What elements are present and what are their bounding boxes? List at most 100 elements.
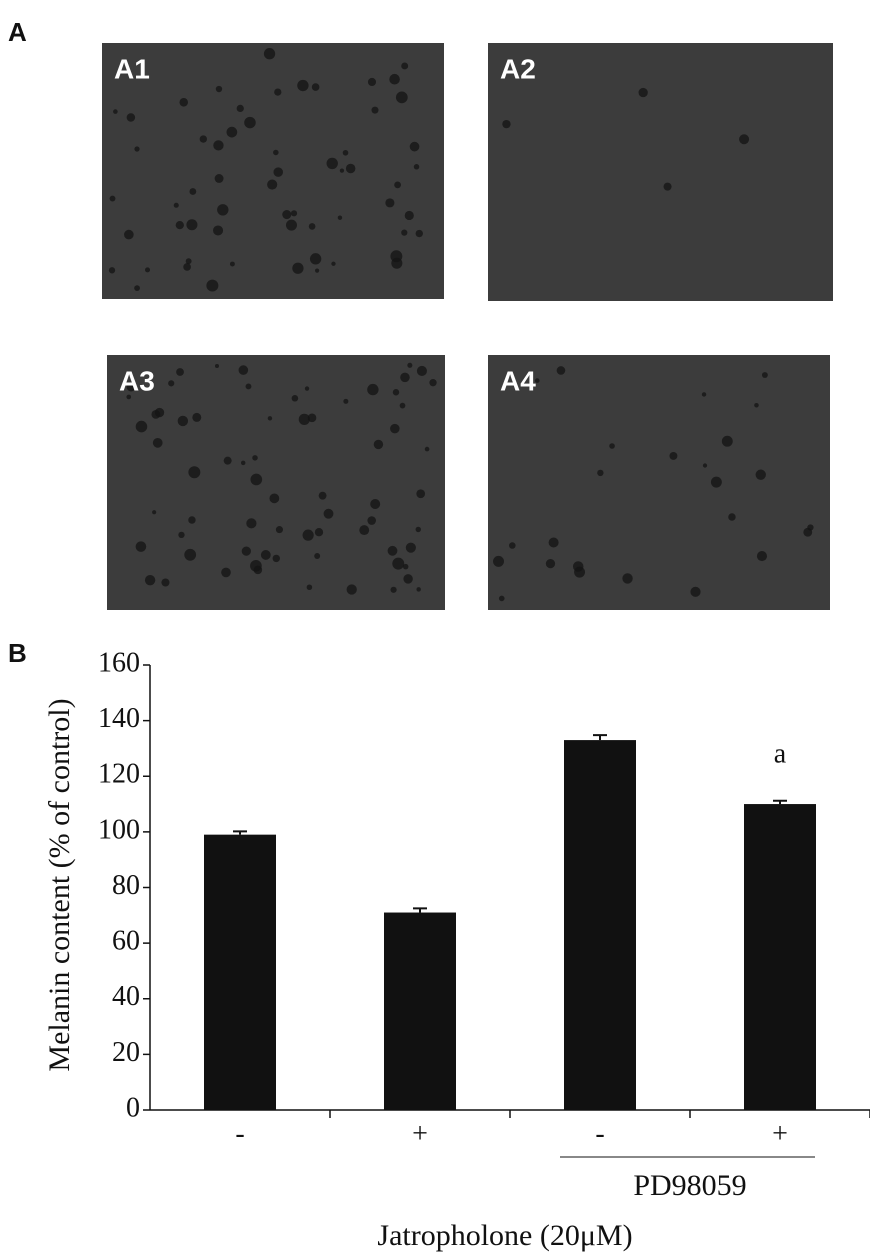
cell-spot	[229, 261, 235, 267]
y-axis-label: Melanin content (% of control)	[43, 698, 76, 1071]
image-label: A2	[500, 53, 536, 84]
cell-spot	[756, 551, 768, 562]
cell-spot	[339, 168, 345, 173]
x-tick-label: -	[235, 1118, 244, 1149]
cell-spot	[245, 383, 252, 390]
cell-spot	[401, 62, 409, 70]
cell-spot	[188, 516, 196, 524]
cell-spot	[307, 413, 317, 423]
cell-spot	[390, 250, 403, 263]
cell-spot	[134, 285, 140, 291]
cell-spot	[189, 188, 197, 195]
cell-spot	[192, 412, 202, 422]
bar	[384, 912, 456, 1110]
cell-spot	[359, 525, 370, 536]
cell-spot	[315, 268, 320, 273]
cell-spot	[401, 229, 408, 236]
image-label: A3	[119, 365, 155, 396]
cell-spot	[638, 87, 648, 98]
cell-spot	[290, 210, 298, 217]
micrograph	[102, 43, 444, 299]
cell-spot	[214, 174, 224, 183]
panel-label: B	[8, 638, 27, 668]
micrograph	[107, 355, 445, 610]
error-bar	[593, 734, 607, 741]
image-label: A4	[500, 365, 536, 396]
micrograph	[488, 355, 830, 610]
y-tick-label: 0	[126, 1092, 140, 1123]
cell-spot	[318, 491, 327, 500]
cell-spot	[175, 221, 184, 230]
cell-spot	[622, 573, 633, 584]
cell-spot	[272, 554, 280, 563]
cell-spot	[314, 528, 324, 537]
y-tick-label: 60	[112, 926, 140, 957]
cell-spot	[135, 420, 148, 433]
cell-spot	[226, 126, 238, 138]
bar	[204, 834, 276, 1110]
error-bar	[233, 830, 247, 835]
cell-spot	[807, 524, 814, 531]
cell-spot	[253, 565, 263, 575]
cell-spot	[721, 435, 733, 447]
group-label: PD98059	[633, 1169, 746, 1202]
cell-spot	[314, 553, 321, 559]
cell-spot	[126, 113, 136, 122]
cell-spot	[213, 140, 224, 151]
y-tick-label: 160	[98, 647, 140, 678]
cell-spot	[309, 253, 322, 265]
x-tick-label: +	[772, 1118, 788, 1149]
cell-spot	[135, 541, 147, 552]
cell-spot	[184, 548, 197, 561]
cell-spot	[556, 366, 566, 375]
cell-spot	[260, 550, 271, 560]
cell-spot	[404, 210, 414, 221]
cell-spot	[144, 267, 151, 273]
cell-spot	[267, 179, 278, 190]
cell-spot	[179, 98, 188, 107]
cell-spot	[273, 167, 283, 177]
cell-spot	[370, 499, 381, 510]
cell-spot	[152, 437, 163, 448]
cell-spot	[267, 416, 273, 421]
cell-spot	[663, 182, 672, 191]
cell-spot	[274, 88, 282, 96]
cell-spot	[337, 215, 343, 220]
cell-spot	[405, 542, 416, 553]
y-tick-label: 40	[112, 981, 140, 1012]
y-tick-label: 120	[98, 759, 140, 790]
cell-spot	[221, 567, 231, 578]
cell-spot	[755, 469, 766, 480]
cell-spot	[407, 362, 413, 368]
x-axis-label: Jatropholone (20μM)	[377, 1219, 632, 1252]
cell-spot	[331, 261, 336, 266]
cell-spot	[223, 456, 232, 465]
cell-spot	[176, 368, 184, 376]
cell-spot	[710, 476, 722, 488]
x-tick-label: -	[595, 1118, 604, 1149]
cell-spot	[302, 529, 314, 541]
cell-spot	[238, 365, 249, 375]
cell-spot	[126, 394, 132, 400]
y-tick-label: 80	[112, 870, 140, 901]
cell-spot	[275, 526, 283, 534]
cell-spot	[250, 473, 263, 486]
y-tick-label: 140	[98, 703, 140, 734]
cell-spot	[371, 106, 379, 114]
cell-spot	[173, 202, 179, 208]
cell-spot	[342, 149, 349, 156]
cell-spot	[291, 394, 299, 402]
cell-spot	[545, 559, 556, 569]
cell-spot	[739, 134, 750, 145]
cell-spot	[308, 223, 316, 230]
cell-spot	[183, 263, 191, 271]
cell-spot	[217, 204, 229, 216]
cell-spot	[548, 537, 559, 548]
cell-spot	[108, 267, 116, 274]
cell-spot	[124, 229, 134, 240]
cell-spot	[400, 372, 410, 383]
cell-spot	[502, 119, 511, 129]
cell-spot	[214, 363, 220, 369]
cell-spot	[416, 365, 427, 376]
cell-spot	[415, 526, 421, 533]
